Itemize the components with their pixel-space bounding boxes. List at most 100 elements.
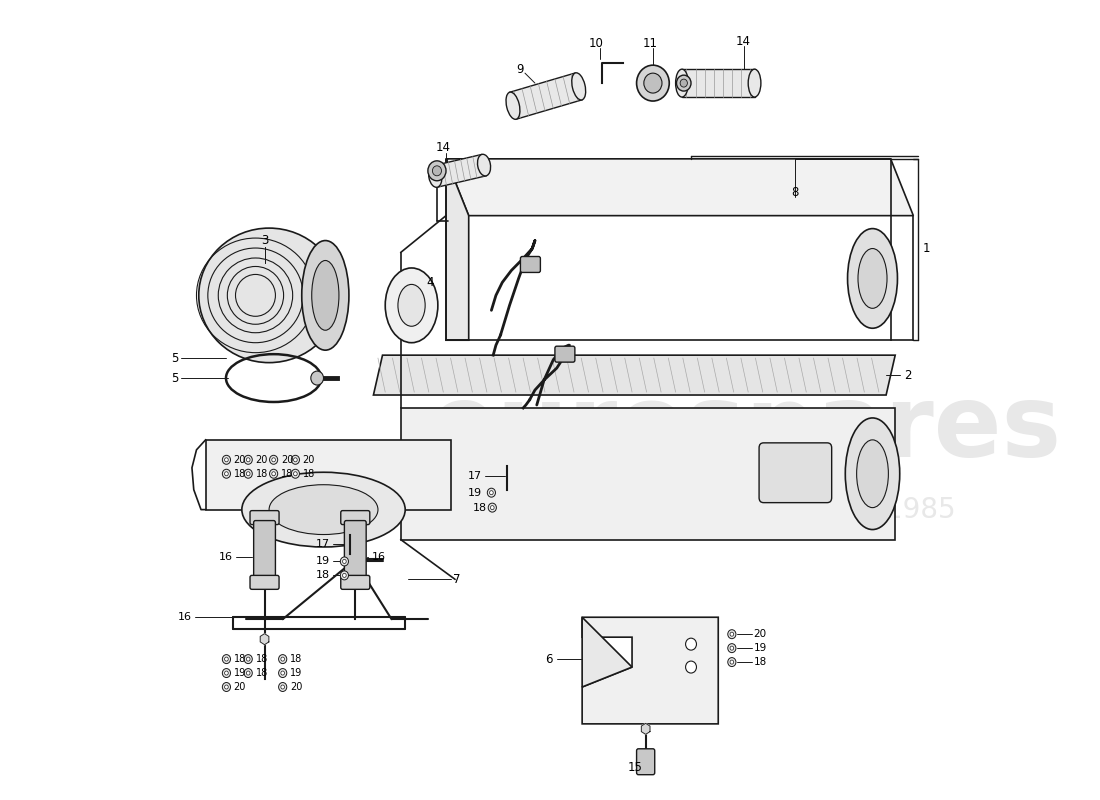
FancyBboxPatch shape <box>250 575 279 590</box>
Ellipse shape <box>311 261 339 330</box>
Circle shape <box>246 657 250 661</box>
Circle shape <box>676 75 691 91</box>
FancyBboxPatch shape <box>341 510 370 525</box>
Ellipse shape <box>270 485 378 534</box>
Text: 16: 16 <box>372 553 386 562</box>
Text: 19: 19 <box>290 668 303 678</box>
Circle shape <box>728 630 736 638</box>
Text: 19: 19 <box>469 488 482 498</box>
Circle shape <box>730 632 734 636</box>
Circle shape <box>278 682 287 691</box>
Text: 19: 19 <box>754 643 767 653</box>
Circle shape <box>728 644 736 653</box>
Polygon shape <box>446 159 469 340</box>
Circle shape <box>222 455 231 464</box>
FancyBboxPatch shape <box>520 257 540 273</box>
Text: 11: 11 <box>642 37 658 50</box>
Circle shape <box>270 470 277 478</box>
Text: 20: 20 <box>280 454 294 465</box>
Ellipse shape <box>477 154 491 176</box>
Circle shape <box>680 79 688 87</box>
Text: 18: 18 <box>754 657 767 667</box>
Ellipse shape <box>506 92 520 119</box>
Text: a passion for parts since 1985: a passion for parts since 1985 <box>536 496 955 524</box>
Text: 18: 18 <box>233 469 246 478</box>
Circle shape <box>244 455 252 464</box>
Text: 20: 20 <box>233 454 246 465</box>
Circle shape <box>730 660 734 664</box>
Circle shape <box>432 166 441 176</box>
Circle shape <box>224 472 229 476</box>
Circle shape <box>270 455 277 464</box>
Circle shape <box>490 490 493 494</box>
Text: 16: 16 <box>178 612 191 622</box>
Circle shape <box>342 559 346 563</box>
Text: 14: 14 <box>736 34 751 48</box>
Text: 20: 20 <box>233 682 246 692</box>
Circle shape <box>246 458 250 462</box>
Circle shape <box>224 685 229 689</box>
Circle shape <box>340 571 349 580</box>
Circle shape <box>488 503 496 512</box>
Text: 20: 20 <box>302 454 315 465</box>
Circle shape <box>292 455 299 464</box>
Text: 8: 8 <box>791 186 799 199</box>
Text: 5: 5 <box>170 352 178 365</box>
Text: 6: 6 <box>546 653 553 666</box>
Circle shape <box>487 488 495 497</box>
Text: 18: 18 <box>290 654 303 664</box>
Text: 20: 20 <box>754 629 767 639</box>
Circle shape <box>244 470 252 478</box>
Circle shape <box>491 506 494 510</box>
Ellipse shape <box>857 440 889 508</box>
FancyBboxPatch shape <box>637 749 654 774</box>
Ellipse shape <box>675 69 689 97</box>
FancyBboxPatch shape <box>554 346 575 362</box>
Circle shape <box>644 73 662 93</box>
Circle shape <box>246 671 250 675</box>
Text: 18: 18 <box>302 469 315 478</box>
Text: 18: 18 <box>255 469 267 478</box>
Text: 19: 19 <box>233 668 246 678</box>
Polygon shape <box>400 408 895 539</box>
Polygon shape <box>582 618 718 724</box>
Text: 18: 18 <box>255 654 267 664</box>
Circle shape <box>244 654 252 663</box>
Text: 4: 4 <box>426 276 433 289</box>
Circle shape <box>730 646 734 650</box>
Text: 1: 1 <box>923 242 930 255</box>
Circle shape <box>246 472 250 476</box>
Circle shape <box>340 557 349 566</box>
Polygon shape <box>261 634 268 645</box>
Polygon shape <box>582 618 632 687</box>
Text: 10: 10 <box>588 37 603 50</box>
Circle shape <box>728 658 736 666</box>
Circle shape <box>292 470 299 478</box>
Text: eurospares: eurospares <box>429 382 1062 478</box>
Text: 18: 18 <box>473 502 487 513</box>
Circle shape <box>224 458 229 462</box>
FancyBboxPatch shape <box>254 521 275 579</box>
Ellipse shape <box>429 166 442 187</box>
Circle shape <box>222 654 231 663</box>
Polygon shape <box>446 159 913 216</box>
Circle shape <box>280 685 285 689</box>
Circle shape <box>244 669 252 678</box>
Ellipse shape <box>848 229 898 328</box>
Text: 14: 14 <box>436 142 451 154</box>
Circle shape <box>342 574 346 578</box>
Circle shape <box>685 661 696 673</box>
FancyBboxPatch shape <box>759 443 832 502</box>
Text: 18: 18 <box>316 570 330 580</box>
Text: 9: 9 <box>517 62 525 76</box>
Text: 17: 17 <box>469 470 482 481</box>
Text: 20: 20 <box>255 454 267 465</box>
Text: 2: 2 <box>904 369 912 382</box>
Polygon shape <box>509 73 582 119</box>
Text: 16: 16 <box>219 553 233 562</box>
Circle shape <box>278 654 287 663</box>
Text: 5: 5 <box>170 371 178 385</box>
Ellipse shape <box>242 472 405 547</box>
Circle shape <box>272 458 275 462</box>
Circle shape <box>294 472 297 476</box>
